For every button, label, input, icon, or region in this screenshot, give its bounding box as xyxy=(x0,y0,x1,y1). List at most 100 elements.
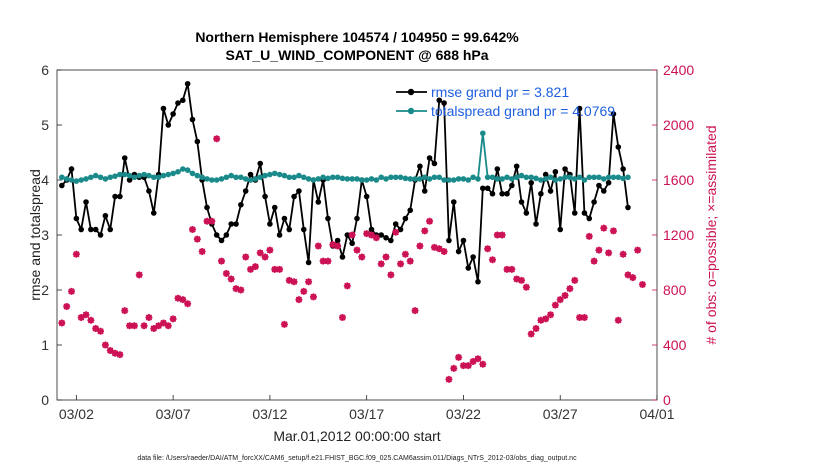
y-right-tick-label: 400 xyxy=(663,337,687,353)
data-point xyxy=(126,177,133,183)
obs-possible-point xyxy=(252,263,259,270)
y-axis-label: rmse and totalspread xyxy=(27,169,43,301)
data-point xyxy=(252,176,259,182)
data-point xyxy=(363,177,370,183)
data-point xyxy=(199,174,205,181)
obs-possible-point xyxy=(218,258,225,265)
data-point xyxy=(421,188,428,194)
data-point xyxy=(238,174,244,181)
data-point xyxy=(189,170,196,177)
data-point xyxy=(189,116,196,123)
obs-possible-point xyxy=(411,307,419,314)
data-point xyxy=(620,175,626,182)
obs-possible-point xyxy=(552,302,559,309)
y-right-tick-label: 800 xyxy=(663,282,687,298)
obs-possible-point xyxy=(170,315,177,322)
obs-possible-point xyxy=(629,274,636,281)
data-point xyxy=(334,237,341,244)
data-point xyxy=(412,176,418,182)
data-point xyxy=(175,100,181,106)
data-point xyxy=(518,172,525,179)
data-point xyxy=(146,172,152,179)
data-point xyxy=(615,174,622,181)
obs-possible-point xyxy=(600,225,607,232)
data-point xyxy=(286,174,293,181)
obs-possible-point xyxy=(58,319,65,327)
data-point xyxy=(450,177,457,183)
data-point xyxy=(325,215,331,222)
data-point xyxy=(542,171,549,178)
obs-possible-point xyxy=(532,325,540,332)
obs-possible-point xyxy=(257,249,264,256)
data-point xyxy=(257,160,264,167)
data-point xyxy=(78,226,84,233)
data-point xyxy=(494,176,501,182)
obs-possible-point xyxy=(590,258,598,265)
data-point xyxy=(73,178,80,184)
data-point xyxy=(363,193,370,200)
data-point xyxy=(504,190,510,197)
data-point xyxy=(102,212,109,219)
data-point xyxy=(436,174,443,181)
data-point xyxy=(446,177,452,183)
legend-swatch-marker xyxy=(407,88,415,96)
obs-possible-point xyxy=(136,271,143,278)
data-point xyxy=(286,226,293,233)
obs-possible-point xyxy=(300,288,307,295)
obs-possible-point xyxy=(489,256,496,263)
obs-possible-point xyxy=(131,322,138,329)
series-1 xyxy=(59,130,631,184)
data-point xyxy=(557,226,564,233)
obs-possible-point xyxy=(247,266,254,273)
obs-possible-point xyxy=(208,218,215,225)
data-point xyxy=(610,111,617,117)
x-axis-label: Mar.01,2012 00:00:00 start xyxy=(273,428,440,444)
data-point xyxy=(291,174,297,181)
data-point xyxy=(620,166,626,172)
data-point xyxy=(63,176,70,182)
data-point xyxy=(450,199,457,205)
data-point xyxy=(150,210,157,216)
obs-possible-point xyxy=(620,251,627,258)
data-point xyxy=(209,177,215,183)
data-point xyxy=(223,232,230,238)
plot-frame xyxy=(56,69,658,401)
data-point xyxy=(397,226,404,233)
data-point xyxy=(150,174,157,181)
obs-possible-point xyxy=(194,236,201,243)
data-point xyxy=(262,193,268,200)
data-point xyxy=(557,176,564,182)
data-point xyxy=(562,174,568,181)
legend-swatch-marker xyxy=(407,107,415,115)
data-point xyxy=(296,188,302,194)
data-point xyxy=(242,176,249,182)
data-point xyxy=(552,168,559,175)
data-point xyxy=(528,179,534,186)
data-point xyxy=(223,174,230,181)
data-point xyxy=(59,182,65,189)
data-point xyxy=(591,174,597,181)
obs-possible-point xyxy=(116,351,124,358)
obs-possible-point xyxy=(344,282,351,289)
obs-possible-point xyxy=(465,362,472,369)
obs-possible-point xyxy=(397,260,404,267)
data-point xyxy=(175,168,181,175)
data-point xyxy=(276,171,283,178)
data-point xyxy=(484,174,491,181)
obs-possible-point xyxy=(586,233,593,240)
data-point xyxy=(571,176,578,182)
obs-possible-point xyxy=(184,300,191,307)
data-point xyxy=(368,226,375,233)
obs-possible-point xyxy=(566,285,574,292)
obs-possible-point xyxy=(213,135,220,142)
data-point xyxy=(88,174,94,181)
chart-subtitle: SAT_U_WIND_COMPONENT @ 688 hPa xyxy=(225,47,488,63)
x-tick-label: 03/12 xyxy=(252,406,287,422)
y-tick-label: 5 xyxy=(41,117,49,133)
data-point xyxy=(470,174,476,181)
data-point xyxy=(170,170,176,177)
data-point xyxy=(194,138,201,145)
obs-possible-point xyxy=(407,258,414,265)
obs-possible-point xyxy=(528,330,535,338)
data-point xyxy=(136,172,143,179)
